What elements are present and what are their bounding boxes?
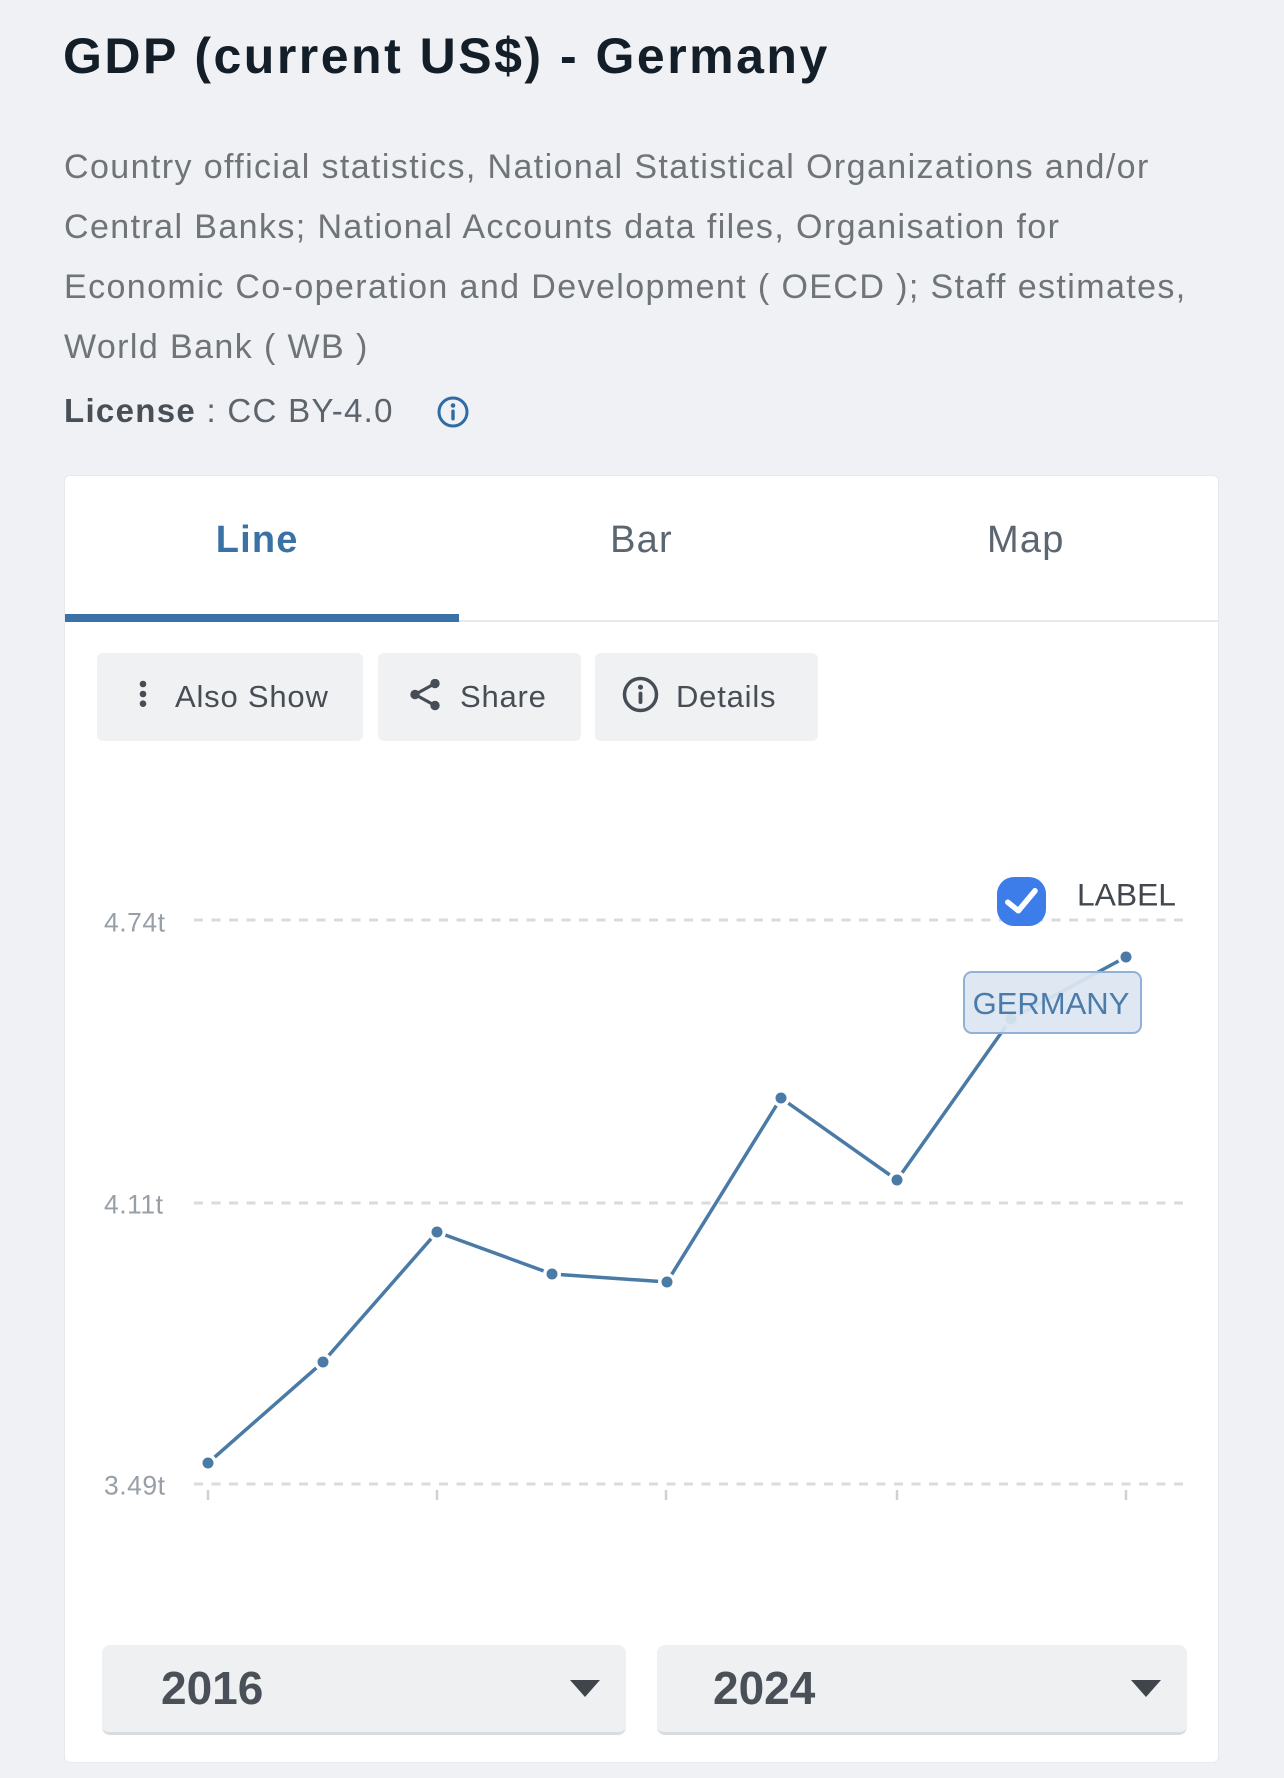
svg-text:LABEL: LABEL bbox=[1077, 876, 1176, 912]
svg-text:4.74t: 4.74t bbox=[104, 908, 166, 938]
svg-text:GERMANY: GERMANY bbox=[973, 986, 1130, 1021]
svg-text:4.11t: 4.11t bbox=[104, 1190, 164, 1220]
svg-text:3.49t: 3.49t bbox=[104, 1471, 166, 1501]
